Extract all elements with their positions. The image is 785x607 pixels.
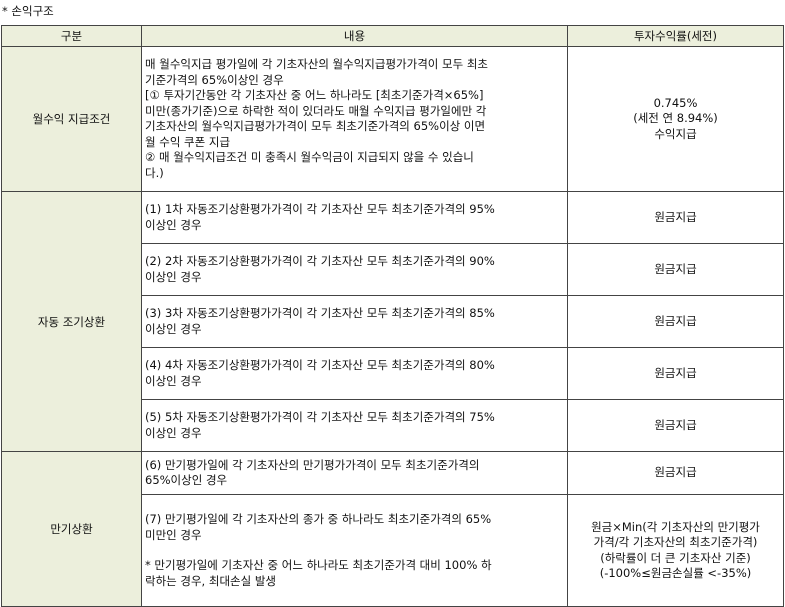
header-content: 내용 [141,25,568,47]
content-line: [① 투자기간동안 각 기초자산 중 어느 하나라도 [최초기준가격×65%] [145,88,484,102]
content-line: 이상인 경우 [145,425,202,440]
category-autocall: 자동 조기상환 [1,191,142,452]
maturity-content-6: (6) 만기평가일에 각 기초자산의 만기평가가격이 모두 최초기준가격의 65… [141,451,568,495]
content-line: (6) 만기평가일에 각 기초자산의 만기평가가격이 모두 최초기준가격의 [145,457,480,472]
spacer [145,543,564,558]
content-line: (3) 3차 자동조기상환평가가격이 각 기초자산 모두 최초기준가격의 85% [145,306,495,320]
autocall-rate-2: 원금지급 [567,243,784,296]
autocall-rate-3: 원금지급 [567,295,784,348]
autocall-content-5: (5) 5차 자동조기상환평가가격이 각 기초자산 모두 최초기준가격의 75%… [141,399,568,452]
content-line: (7) 만기평가일에 각 기초자산의 종가 중 하나라도 최초기준가격의 65% [145,512,492,526]
monthly-content: 매 월수익지급 평가일에 각 기초자산의 월수익지급평가가격이 모두 최초 기준… [141,46,568,192]
rate-line: (하락률이 더 큰 기초자산 기준) [600,550,751,565]
content-line: 월 수익 쿠폰 지급 [145,134,231,149]
rate-line: 수익지급 [654,126,697,141]
content-line: 이상인 경우 [145,373,202,388]
autocall-content-1: (1) 1차 자동조기상환평가가격이 각 기초자산 모두 최초기준가격의 95%… [141,191,568,244]
autocall-row-3: (3) 3차 자동조기상환평가가격이 각 기초자산 모두 최초기준가격의 85%… [2,295,784,348]
content-line: 이상인 경우 [145,217,202,232]
monthly-rate: 0.745% (세전 연 8.94%) 수익지급 [567,46,784,192]
content-line: 65%이상인 경우 [145,473,228,487]
content-line: 다.) [145,165,164,180]
maturity-rate-7: 원금×Min(각 기초자산의 만기평가 가격/각 기초자산의 최초기준가격) (… [567,494,784,607]
content-line: 기초자산의 월수익지급평가가격이 모두 최초기준가격의 65%이상 이면 [145,119,486,133]
header-category: 구분 [1,25,142,47]
autocall-row-2: (2) 2차 자동조기상환평가가격이 각 기초자산 모두 최초기준가격의 90%… [2,243,784,296]
content-line: 이상인 경우 [145,269,202,284]
autocall-rate-4: 원금지급 [567,347,784,400]
category-maturity: 만기상환 [1,451,142,607]
autocall-row-1: 자동 조기상환 (1) 1차 자동조기상환평가가격이 각 기초자산 모두 최초기… [1,191,784,452]
rate-line: 원금×Min(각 기초자산의 만기평가 [591,519,760,534]
maturity-rate-6: 원금지급 [567,451,784,495]
content-line: 미만인 경우 [145,527,202,542]
content-line: 기준가격의 65%이상인 경우 [145,72,284,87]
autocall-rate-1: 원금지급 [567,191,784,244]
autocall-content-2: (2) 2차 자동조기상환평가가격이 각 기초자산 모두 최초기준가격의 90%… [141,243,568,296]
maturity-row-6: 만기상환 (6) 만기평가일에 각 기초자산의 만기평가가격이 모두 최초기준가… [1,451,784,607]
content-line: (4) 4차 자동조기상환평가가격이 각 기초자산 모두 최초기준가격의 80% [145,358,495,372]
monthly-row: 월수익 지급조건 매 월수익지급 평가일에 각 기초자산의 월수익지급평가가격이… [1,46,784,192]
autocall-content-4: (4) 4차 자동조기상환평가가격이 각 기초자산 모두 최초기준가격의 80%… [141,347,568,400]
rate-line: 가격/각 기초자산의 최초기준가격) [593,535,758,549]
header-row: 구분 내용 투자수익률(세전) [1,25,784,47]
autocall-row-5: (5) 5차 자동조기상환평가가격이 각 기초자산 모두 최초기준가격의 75%… [2,399,784,452]
category-monthly: 월수익 지급조건 [1,46,142,192]
content-line: (2) 2차 자동조기상환평가가격이 각 기초자산 모두 최초기준가격의 90% [145,254,495,268]
note-line: 락하는 경우, 최대손실 발생 [145,573,277,588]
payoff-table: 구분 내용 투자수익률(세전) 월수익 지급조건 매 월수익지급 평가일에 각 … [1,25,784,607]
content-line: (1) 1차 자동조기상환평가가격이 각 기초자산 모두 최초기준가격의 95% [145,202,495,216]
content-line: 매 월수익지급 평가일에 각 기초자산의 월수익지급평가가격이 모두 최초 [145,57,488,71]
content-line: ② 매 월수익지급조건 미 충족시 월수익금이 지급되지 않을 수 있습니 [145,150,474,164]
header-rate: 투자수익률(세전) [567,25,784,47]
maturity-content-7: (7) 만기평가일에 각 기초자산의 종가 중 하나라도 최초기준가격의 65%… [141,494,568,607]
rate-line: (세전 연 8.94%) [633,111,718,126]
note-line: * 만기평가일에 기초자산 중 어느 하나라도 최초기준가격 대비 100% 하 [145,558,492,572]
autocall-row-4: (4) 4차 자동조기상환평가가격이 각 기초자산 모두 최초기준가격의 80%… [2,347,784,400]
maturity-row-7: (7) 만기평가일에 각 기초자산의 종가 중 하나라도 최초기준가격의 65%… [2,494,784,607]
content-line: (5) 5차 자동조기상환평가가격이 각 기초자산 모두 최초기준가격의 75% [145,410,495,424]
section-caption: * 손익구조 [2,4,54,18]
autocall-rate-5: 원금지급 [567,399,784,452]
content-line: 이상인 경우 [145,321,202,336]
content-line: 미만(종가기준)으로 하락한 적이 있더라도 매월 수익지급 평가일에만 각 [145,103,487,118]
rate-line: 0.745% [653,95,698,110]
autocall-content-3: (3) 3차 자동조기상환평가가격이 각 기초자산 모두 최초기준가격의 85%… [141,295,568,348]
rate-line: (-100%≤원금손실률 <-35%) [599,566,752,580]
